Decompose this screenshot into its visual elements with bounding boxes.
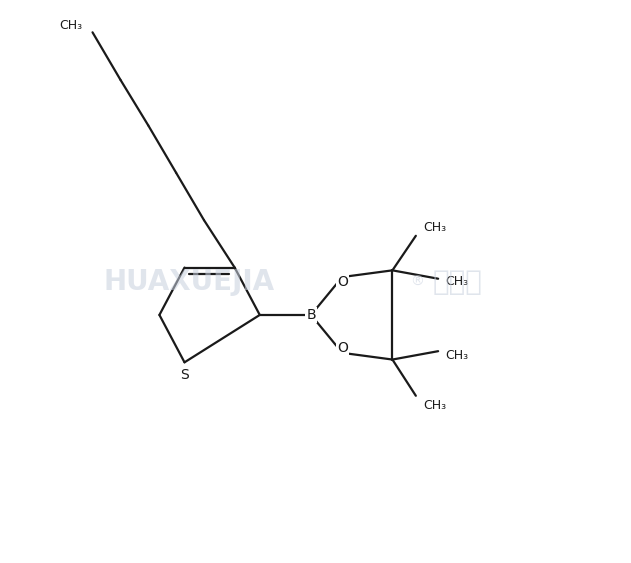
- Text: 化学加: 化学加: [433, 267, 483, 296]
- Text: O: O: [337, 341, 348, 355]
- Text: B: B: [306, 308, 316, 322]
- Text: O: O: [337, 275, 348, 289]
- Text: HUAXUEJIA: HUAXUEJIA: [103, 267, 274, 296]
- Text: S: S: [180, 368, 189, 382]
- Text: CH₃: CH₃: [423, 400, 447, 413]
- Text: ®: ®: [410, 275, 424, 288]
- Text: CH₃: CH₃: [423, 221, 447, 234]
- Text: CH₃: CH₃: [445, 275, 468, 288]
- Text: CH₃: CH₃: [59, 19, 83, 32]
- Text: CH₃: CH₃: [445, 348, 468, 361]
